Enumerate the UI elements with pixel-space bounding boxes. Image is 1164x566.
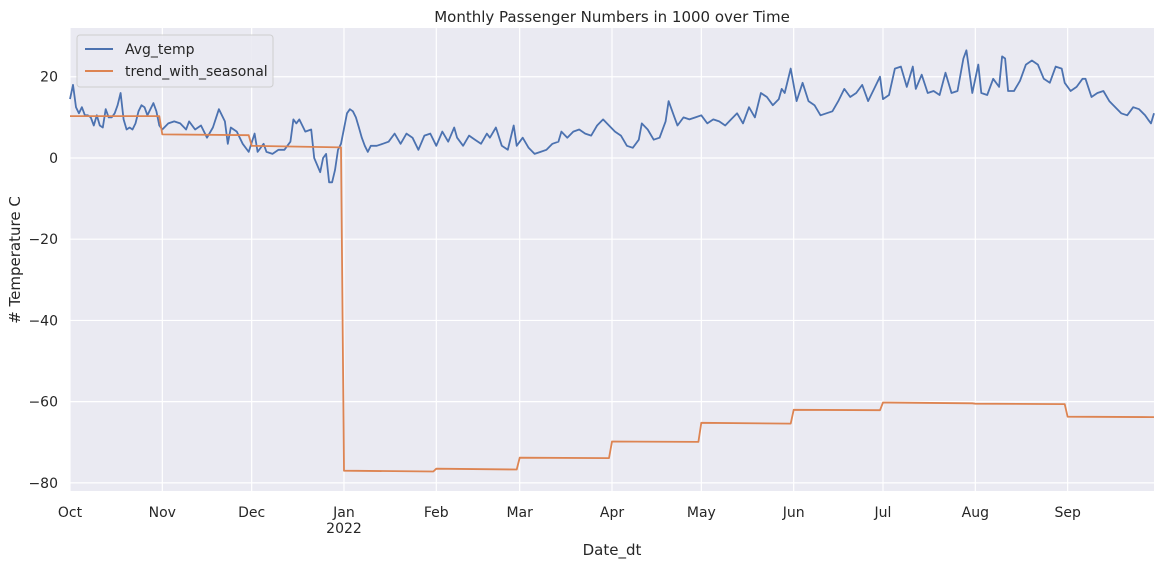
series-line-avg-temp	[69, 49, 1155, 184]
x-tick-label: Jul	[874, 505, 892, 521]
grid-lines	[69, 28, 1154, 491]
legend-label-trend-with-seasonal: trend_with_seasonal	[125, 64, 268, 80]
chart-title: Monthly Passenger Numbers in 1000 over T…	[434, 8, 790, 26]
x-tick-label: Dec	[238, 505, 265, 521]
x-axis-title: Date_dt	[583, 541, 642, 560]
x-tick-label: Jun	[782, 505, 805, 521]
y-tick-label: 20	[40, 70, 58, 86]
series-layer	[69, 49, 1155, 473]
series-line-trend-with-seasonal	[70, 115, 1155, 473]
legend-box	[76, 34, 274, 88]
y-tick-label: −20	[28, 232, 58, 248]
y-tick-label: −40	[28, 313, 58, 329]
y-tick-label: 0	[49, 151, 58, 167]
x-tick-label: May	[687, 505, 716, 521]
legend-label-avg-temp: Avg_temp	[125, 42, 195, 58]
x-tick-label: Feb	[424, 505, 449, 521]
y-tick-label: −60	[28, 395, 58, 411]
x-tick-sublabel: 2022	[326, 521, 362, 537]
x-tick-label: Aug	[962, 505, 989, 521]
y-tick-label: −80	[28, 476, 58, 492]
x-tick-label: Jan	[332, 505, 355, 521]
x-tick-label: Nov	[149, 505, 176, 521]
x-tick-label: Mar	[506, 505, 533, 521]
y-axis-title: # Temperature C	[6, 196, 24, 324]
legend: Avg_temp trend_with_seasonal	[76, 34, 274, 88]
x-tick-label: Oct	[58, 505, 83, 521]
x-tick-label: Sep	[1054, 505, 1081, 521]
y-tick-labels: −80 −60 −40 −20 0 20	[28, 70, 58, 492]
x-tick-label: Apr	[600, 505, 624, 521]
